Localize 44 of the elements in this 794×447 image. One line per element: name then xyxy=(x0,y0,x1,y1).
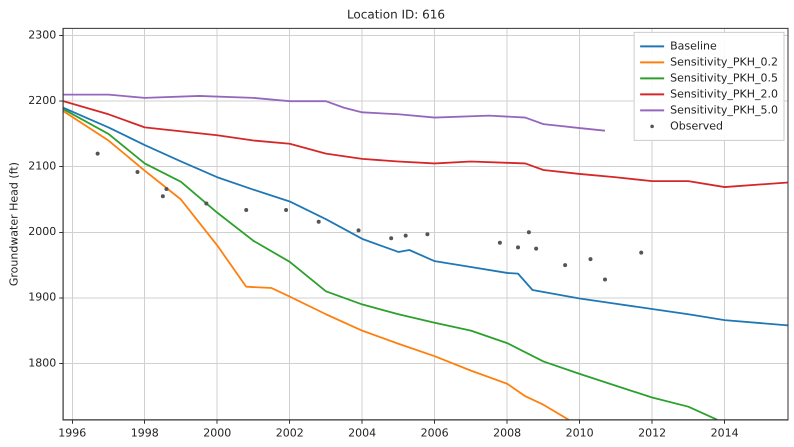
point xyxy=(602,278,607,282)
point xyxy=(204,201,208,206)
point xyxy=(389,236,394,240)
x-tick-label: 2012 xyxy=(638,426,666,440)
x-tick-label: 2002 xyxy=(276,426,304,440)
point xyxy=(588,257,592,262)
legend-label: Baseline xyxy=(670,39,717,52)
x-tick-label: 2014 xyxy=(710,426,739,440)
point xyxy=(160,194,165,198)
chart-title: Location ID: 616 xyxy=(346,7,446,22)
x-tick-label: 2004 xyxy=(348,426,376,440)
legend-label: Sensitivity_PKH_2.0 xyxy=(670,87,778,100)
legend-label: Sensitivity_PKH_0.2 xyxy=(670,55,778,68)
point xyxy=(534,246,538,251)
x-tick-label: 2010 xyxy=(566,426,594,440)
point xyxy=(316,220,321,224)
x-tick-label: 1998 xyxy=(130,426,159,440)
y-tick-label: 2200 xyxy=(28,94,56,108)
point xyxy=(96,152,100,156)
y-tick-label: 1800 xyxy=(28,356,56,370)
x-tick-label: 2000 xyxy=(203,426,232,440)
y-tick-label: 2100 xyxy=(28,160,56,173)
point xyxy=(284,208,288,212)
point xyxy=(164,187,168,192)
point xyxy=(639,250,644,255)
point xyxy=(404,234,408,238)
legend-label: Observed xyxy=(670,119,724,132)
y-tick-label: 2000 xyxy=(28,225,56,238)
point xyxy=(498,240,502,245)
y-tick-label: 2300 xyxy=(28,28,56,42)
x-tick-label: 2008 xyxy=(493,426,522,440)
x-tick-label: 2006 xyxy=(420,426,449,440)
point xyxy=(526,230,531,234)
y-tick-label: 1900 xyxy=(28,290,56,304)
point xyxy=(356,228,361,232)
point xyxy=(244,208,248,212)
y-axis-title: Groundwater Head (ft) xyxy=(7,162,20,286)
x-tick-label: 1996 xyxy=(58,426,86,440)
point xyxy=(516,245,520,250)
point xyxy=(425,232,430,236)
point xyxy=(563,263,568,268)
point xyxy=(135,170,140,174)
legend-label: Sensitivity_PKH_5.0 xyxy=(670,103,778,116)
legend-label: Sensitivity_PKH_0.5 xyxy=(670,71,778,84)
